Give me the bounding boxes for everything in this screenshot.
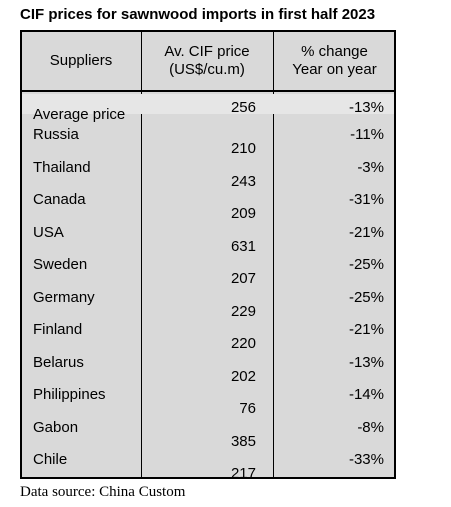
supplier-price: 217 bbox=[230, 465, 256, 482]
supplier-name: Sweden bbox=[33, 256, 88, 273]
supplier-name: Canada bbox=[33, 191, 86, 208]
column-divider bbox=[141, 92, 142, 479]
supplier-change: -21% bbox=[348, 223, 384, 241]
header-price-line2: (US$/cu.m) bbox=[169, 61, 245, 78]
supplier-change: -11% bbox=[350, 126, 384, 143]
supplier-change: -31% bbox=[348, 191, 384, 208]
supplier-price: 631 bbox=[230, 237, 256, 255]
average-change: -13% bbox=[348, 99, 384, 116]
header-change-line2: Year on year bbox=[292, 61, 377, 78]
supplier-change: -33% bbox=[348, 451, 384, 468]
average-row-band bbox=[22, 94, 394, 114]
header-price: Av. CIF price (US$/cu.m) bbox=[141, 32, 272, 90]
header-change-line1: % change bbox=[301, 43, 368, 60]
supplier-name: Russia bbox=[33, 126, 79, 143]
supplier-price: 243 bbox=[230, 172, 256, 190]
supplier-change: -25% bbox=[348, 256, 384, 273]
table-title: CIF prices for sawnwood imports in first… bbox=[20, 6, 376, 23]
average-label: Average price bbox=[33, 106, 126, 123]
data-source-note: Data source: China Custom bbox=[20, 484, 186, 500]
supplier-price: 209 bbox=[230, 205, 256, 222]
supplier-change: -25% bbox=[348, 288, 384, 306]
supplier-change: -14% bbox=[348, 386, 384, 403]
supplier-name: Finland bbox=[33, 321, 83, 338]
supplier-price: 220 bbox=[230, 335, 256, 352]
header-change: % change Year on year bbox=[273, 32, 395, 90]
supplier-change: -21% bbox=[348, 321, 384, 338]
supplier-price: 76 bbox=[239, 400, 256, 417]
supplier-name: Thailand bbox=[33, 158, 91, 176]
column-divider bbox=[273, 92, 274, 479]
supplier-change: -8% bbox=[357, 418, 384, 436]
supplier-price: 385 bbox=[230, 432, 256, 450]
supplier-price: 210 bbox=[230, 140, 256, 157]
supplier-price: 202 bbox=[230, 367, 256, 385]
supplier-name: Belarus bbox=[33, 353, 84, 371]
supplier-name: Germany bbox=[33, 288, 95, 306]
average-price: 256 bbox=[230, 99, 256, 116]
prices-table: Suppliers Av. CIF price (US$/cu.m) % cha… bbox=[20, 30, 396, 482]
supplier-change: -13% bbox=[348, 353, 384, 371]
supplier-price: 229 bbox=[230, 302, 256, 320]
supplier-name: Gabon bbox=[33, 418, 79, 436]
header-price-line1: Av. CIF price bbox=[164, 43, 250, 60]
header-suppliers: Suppliers bbox=[22, 32, 140, 90]
supplier-name: Philippines bbox=[33, 386, 106, 403]
table-header: Suppliers Av. CIF price (US$/cu.m) % cha… bbox=[22, 32, 394, 92]
supplier-change: -3% bbox=[357, 158, 384, 176]
supplier-price: 207 bbox=[230, 270, 256, 287]
header-suppliers-label: Suppliers bbox=[49, 52, 113, 69]
supplier-name: Chile bbox=[33, 451, 68, 468]
supplier-name: USA bbox=[33, 223, 64, 241]
